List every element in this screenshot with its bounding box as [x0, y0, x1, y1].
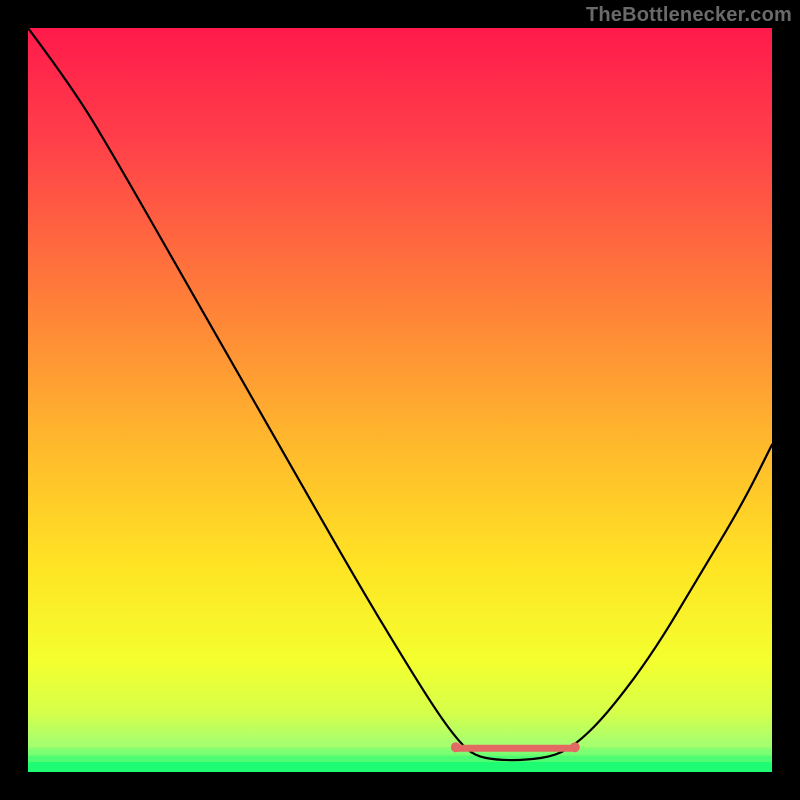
attribution-text: TheBottlenecker.com — [586, 4, 792, 27]
flat-marker-start-dot — [451, 742, 461, 752]
flat-marker — [451, 742, 580, 752]
flat-marker-end-dot — [570, 742, 580, 752]
bottleneck-curve — [28, 28, 772, 772]
chart-frame: { "attribution": { "text": "TheBottlenec… — [0, 0, 800, 800]
curve-path — [28, 28, 772, 760]
plot-area — [28, 28, 772, 772]
